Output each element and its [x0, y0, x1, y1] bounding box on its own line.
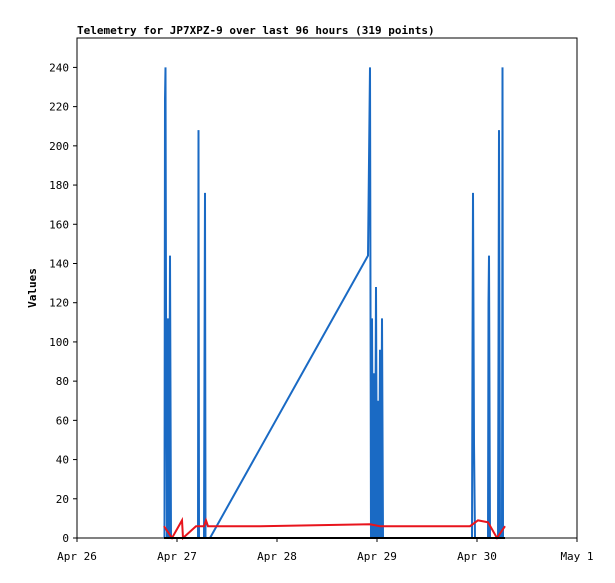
x-tick-label: Apr 28: [257, 550, 297, 563]
x-tick-label: Apr 30: [457, 550, 497, 563]
x-tick-label: Apr 29: [357, 550, 397, 563]
y-tick-label: 160: [49, 218, 69, 231]
y-tick-label: 200: [49, 140, 69, 153]
series-line: [163, 516, 506, 541]
chart-title: Telemetry for JP7XPZ-9 over last 96 hour…: [77, 24, 435, 37]
y-axis-label: Values: [26, 268, 39, 308]
y-tick-label: 220: [49, 101, 69, 114]
y-tick-label: 120: [49, 297, 69, 310]
y-tick-label: 60: [56, 414, 69, 427]
y-tick-label: 20: [56, 493, 69, 506]
x-tick-label: Apr 27: [157, 550, 197, 563]
x-tick-label: Apr 26: [57, 550, 97, 563]
y-tick-label: 140: [49, 257, 69, 270]
y-tick-label: 180: [49, 179, 69, 192]
y-tick-label: 240: [49, 61, 69, 74]
y-tick-label: 100: [49, 336, 69, 349]
y-tick-label: 40: [56, 454, 69, 467]
series-line: [163, 67, 504, 539]
y-tick-label: 0: [62, 532, 69, 545]
x-tick-label: May 1: [560, 550, 593, 563]
y-tick-label: 80: [56, 375, 69, 388]
